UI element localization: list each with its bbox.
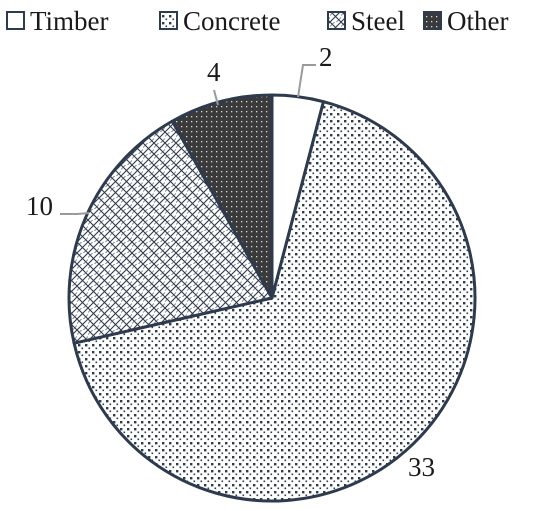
legend-swatch-steel bbox=[327, 11, 346, 30]
slice-concrete bbox=[72, 100, 477, 503]
data-label-other: 4 bbox=[207, 57, 221, 87]
legend-swatch-concrete bbox=[159, 11, 178, 30]
leader-lines bbox=[60, 64, 316, 215]
legend-label-timber: Timber bbox=[30, 6, 109, 36]
data-labels: 2 33 10 4 bbox=[26, 42, 435, 482]
legend-item-concrete: Concrete bbox=[159, 6, 280, 36]
legend-label-concrete: Concrete bbox=[183, 6, 280, 36]
legend-label-steel: Steel bbox=[351, 6, 405, 36]
slice-steel bbox=[67, 119, 274, 345]
data-label-steel: 10 bbox=[26, 191, 53, 221]
leader-line-steel bbox=[60, 212, 90, 215]
slice-other bbox=[170, 93, 274, 300]
leader-line-timber bbox=[297, 64, 316, 98]
legend-label-other: Other bbox=[447, 6, 508, 36]
data-label-concrete: 33 bbox=[408, 452, 435, 482]
legend: Timber Concrete Steel Other bbox=[6, 6, 508, 36]
legend-swatch-other bbox=[423, 11, 442, 30]
legend-item-steel: Steel bbox=[327, 6, 405, 36]
legend-item-timber: Timber bbox=[6, 6, 109, 36]
pie-slices bbox=[67, 93, 477, 503]
leader-line-other bbox=[213, 89, 219, 106]
legend-swatch-timber bbox=[6, 11, 25, 30]
data-label-timber: 2 bbox=[319, 42, 333, 72]
legend-item-other: Other bbox=[423, 6, 508, 36]
